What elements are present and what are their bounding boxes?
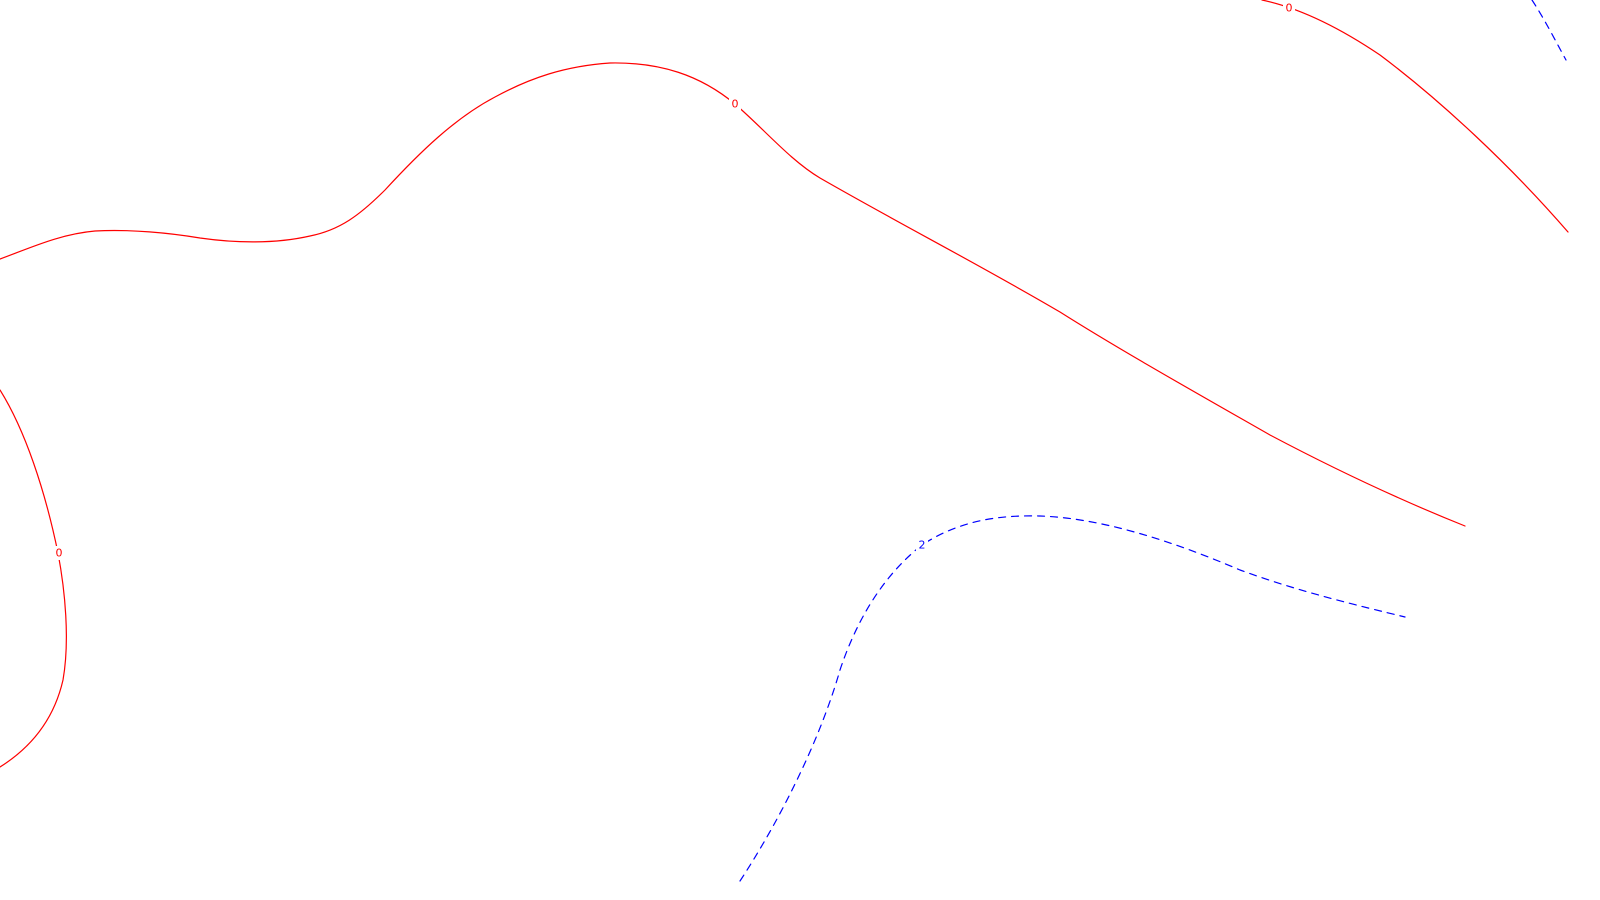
contour-label: 2	[919, 539, 926, 552]
contour-line	[1531, 0, 1567, 61]
contour-zero-left: 0	[0, 389, 67, 768]
contour-line	[0, 389, 67, 768]
contour-label: 0	[56, 547, 63, 560]
contour-zero-top-right: 0	[1261, 0, 1569, 233]
contour-label: 0	[732, 98, 739, 111]
contour-label: 0	[1286, 2, 1293, 15]
contour-line	[0, 62, 1466, 527]
contour-line	[1261, 0, 1569, 233]
contour-corner-top-right	[1531, 0, 1567, 61]
contour-line	[739, 515, 1406, 882]
contour-zero-main: 0	[0, 62, 1466, 527]
contour-two-lower: 2	[739, 515, 1406, 882]
